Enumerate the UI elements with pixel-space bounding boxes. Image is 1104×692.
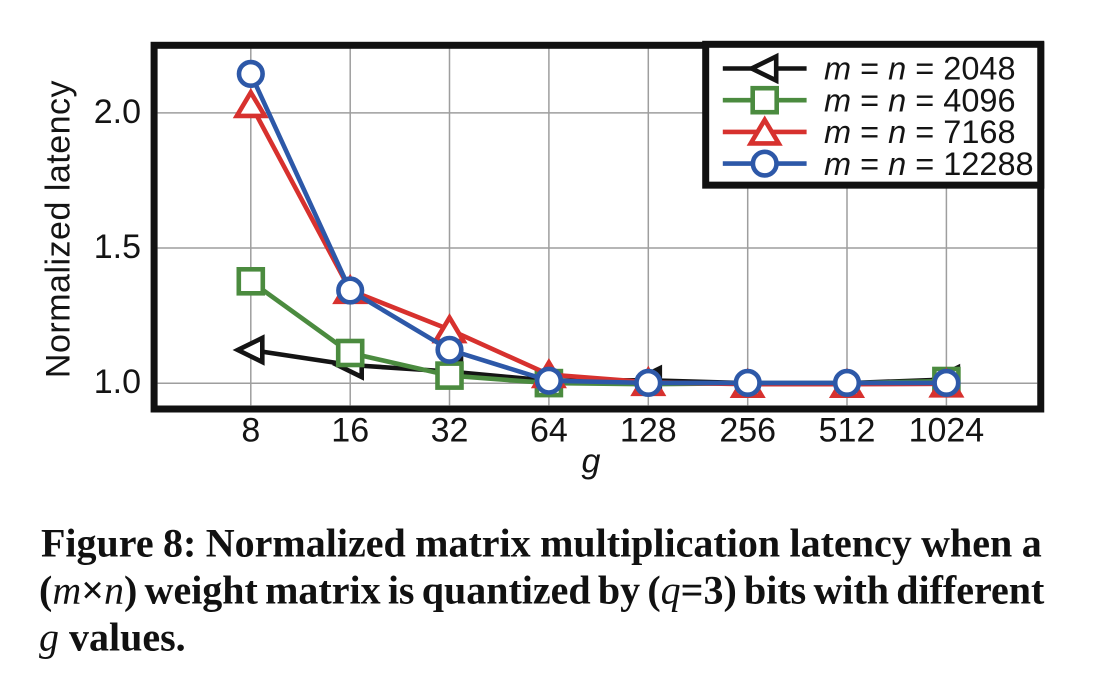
svg-text:1024: 1024 xyxy=(909,411,985,449)
svg-text:8: 8 xyxy=(241,411,260,449)
svg-text:1.5: 1.5 xyxy=(94,228,141,266)
svg-text:g values.: g values. xyxy=(39,615,186,660)
svg-text:512: 512 xyxy=(819,411,876,449)
svg-text:Normalized latency: Normalized latency xyxy=(39,80,77,378)
svg-text:64: 64 xyxy=(530,411,568,449)
svg-text:256: 256 xyxy=(719,411,776,449)
svg-text:m = n = 12288: m = n = 12288 xyxy=(824,146,1034,182)
svg-text:128: 128 xyxy=(620,411,677,449)
svg-text:Figure 8: Normalized matrix mu: Figure 8: Normalized matrix multiplicati… xyxy=(41,521,1042,566)
svg-text:m = n = 2048: m = n = 2048 xyxy=(824,51,1016,87)
svg-text:g: g xyxy=(582,443,601,481)
svg-text:m = n = 7168: m = n = 7168 xyxy=(824,114,1016,150)
svg-text:(m×n) weight matrix is quantiz: (m×n) weight matrix is quantized by (q=3… xyxy=(39,568,1045,613)
svg-text:1.0: 1.0 xyxy=(94,363,141,401)
svg-text:32: 32 xyxy=(431,411,469,449)
svg-text:m = n = 4096: m = n = 4096 xyxy=(824,82,1016,118)
svg-text:2.0: 2.0 xyxy=(94,93,141,131)
svg-text:16: 16 xyxy=(331,411,369,449)
